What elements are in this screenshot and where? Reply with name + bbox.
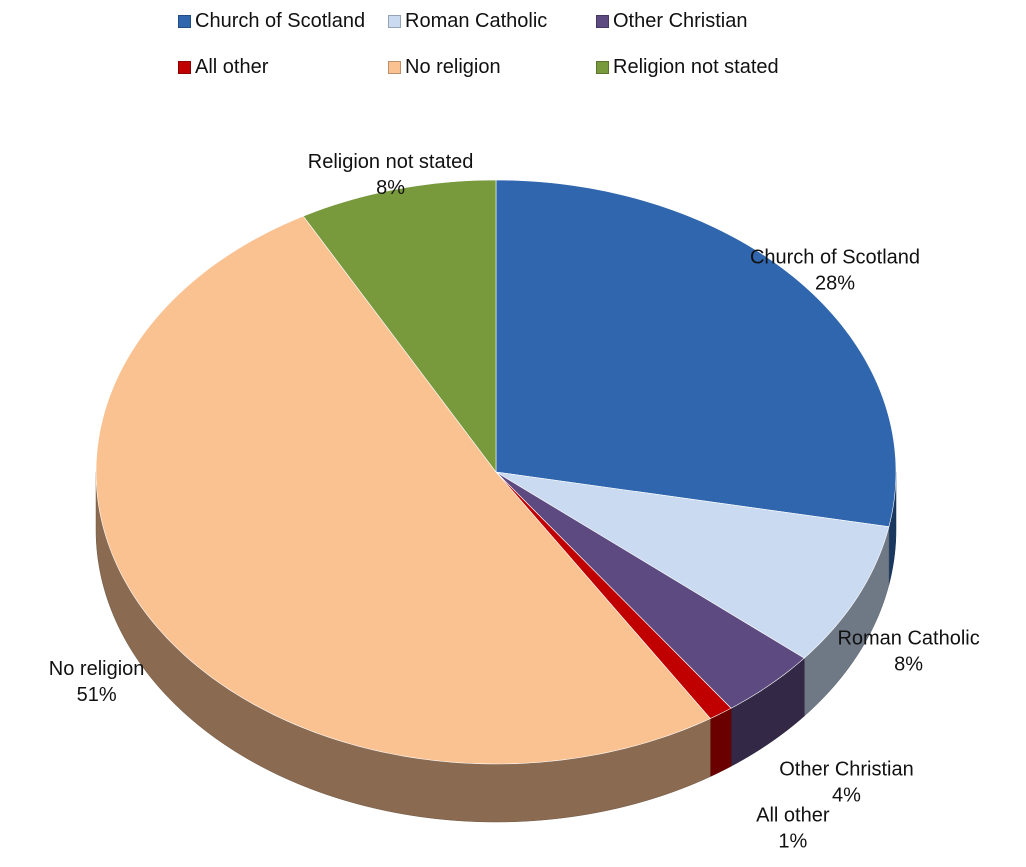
data-label-name: Other Christian: [779, 758, 914, 780]
data-label-percent: 8%: [894, 654, 923, 676]
data-label-percent: 8%: [376, 177, 405, 199]
data-label-name: Church of Scotland: [750, 246, 920, 268]
pie-slice-other-christian: [495, 471, 805, 709]
data-label-no-religion: No religion 51%: [49, 658, 145, 706]
pie-depth-layer: [95, 471, 897, 823]
legend-item-other-christian: Other Christian: [596, 10, 748, 33]
legend-label-roman-catholic: Roman Catholic: [405, 10, 548, 32]
pie-labels-layer: Church of Scotland 28% Roman Catholic 8% Oth…: [49, 151, 980, 852]
pie-slice-no-religion: [95, 215, 711, 765]
legend-item-religion-not-stated: Religion not stated: [596, 56, 779, 79]
legend-label-all-other: All other: [195, 56, 269, 78]
pie-top-layer: [95, 179, 897, 765]
pie-side-all-other: [710, 707, 732, 777]
data-label-percent: 28%: [815, 272, 855, 294]
legend-item-all-other: All other: [178, 56, 268, 79]
data-label-percent: 51%: [77, 684, 117, 706]
pie-slice-roman-catholic: [495, 471, 890, 659]
pie-slice-church-of-scotland: [495, 179, 897, 528]
legend-label-other-christian: Other Christian: [613, 10, 748, 32]
data-label-name: Religion not stated: [308, 151, 474, 173]
legend: Church of Scotland Roman Catholic Other …: [178, 4, 898, 84]
legend-label-religion-not-stated: Religion not stated: [613, 56, 779, 78]
legend-swatch-all-other: [178, 61, 191, 74]
data-label-percent: 4%: [832, 784, 861, 806]
data-label-religion-not-stated: Religion not stated 8%: [308, 151, 474, 199]
data-label-roman-catholic: Roman Catholic 8%: [837, 628, 979, 676]
data-label-name: No religion: [49, 658, 145, 680]
legend-item-church-of-scotland: Church of Scotland: [178, 10, 365, 33]
data-label-other-christian: Other Christian 4%: [779, 758, 914, 806]
pie-slice-religion-not-stated: [302, 179, 497, 473]
data-label-name: All other: [756, 805, 830, 827]
data-label-percent: 1%: [778, 831, 807, 853]
data-label-all-other: All other 1%: [756, 805, 830, 853]
legend-swatch-religion-not-stated: [596, 61, 609, 74]
data-label-church-of-scotland: Church of Scotland 28%: [750, 246, 920, 294]
data-label-name: Roman Catholic: [837, 628, 979, 650]
legend-label-no-religion: No religion: [405, 56, 501, 78]
legend-item-no-religion: No religion: [388, 56, 501, 79]
legend-item-roman-catholic: Roman Catholic: [388, 10, 547, 33]
legend-swatch-other-christian: [596, 15, 609, 28]
legend-label-church-of-scotland: Church of Scotland: [195, 10, 366, 32]
legend-swatch-roman-catholic: [388, 15, 401, 28]
legend-swatch-no-religion: [388, 61, 401, 74]
legend-swatch-church-of-scotland: [178, 15, 191, 28]
